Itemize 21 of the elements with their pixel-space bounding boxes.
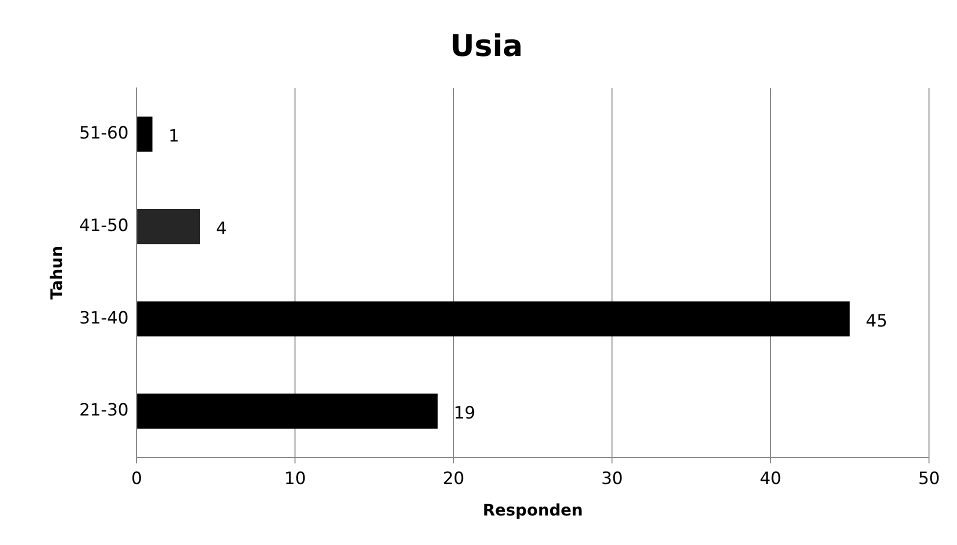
data-label: 45 — [866, 311, 888, 332]
bar — [137, 208, 200, 244]
x-tick-label: 50 — [918, 469, 940, 490]
x-tick-label: 20 — [442, 469, 464, 490]
y-axis-title: Tahun — [46, 246, 66, 300]
y-tick-label: 41-50 — [79, 216, 129, 236]
chart-title: Usia — [450, 28, 523, 64]
data-label: 19 — [454, 404, 476, 424]
y-tick-label: 31-40 — [79, 308, 129, 328]
bar — [137, 394, 438, 429]
x-tick-label: 40 — [760, 469, 782, 490]
x-tick-label: 0 — [131, 469, 142, 490]
bar — [137, 301, 850, 336]
x-tick-label: 10 — [284, 469, 306, 490]
x-tick-label: 30 — [601, 469, 623, 490]
bar — [137, 116, 152, 152]
y-tick-label: 51-60 — [79, 124, 129, 144]
data-label: 1 — [168, 126, 180, 147]
y-tick-label: 21-30 — [79, 400, 129, 421]
data-label: 4 — [216, 218, 227, 239]
x-axis-title: Responden — [482, 500, 583, 520]
